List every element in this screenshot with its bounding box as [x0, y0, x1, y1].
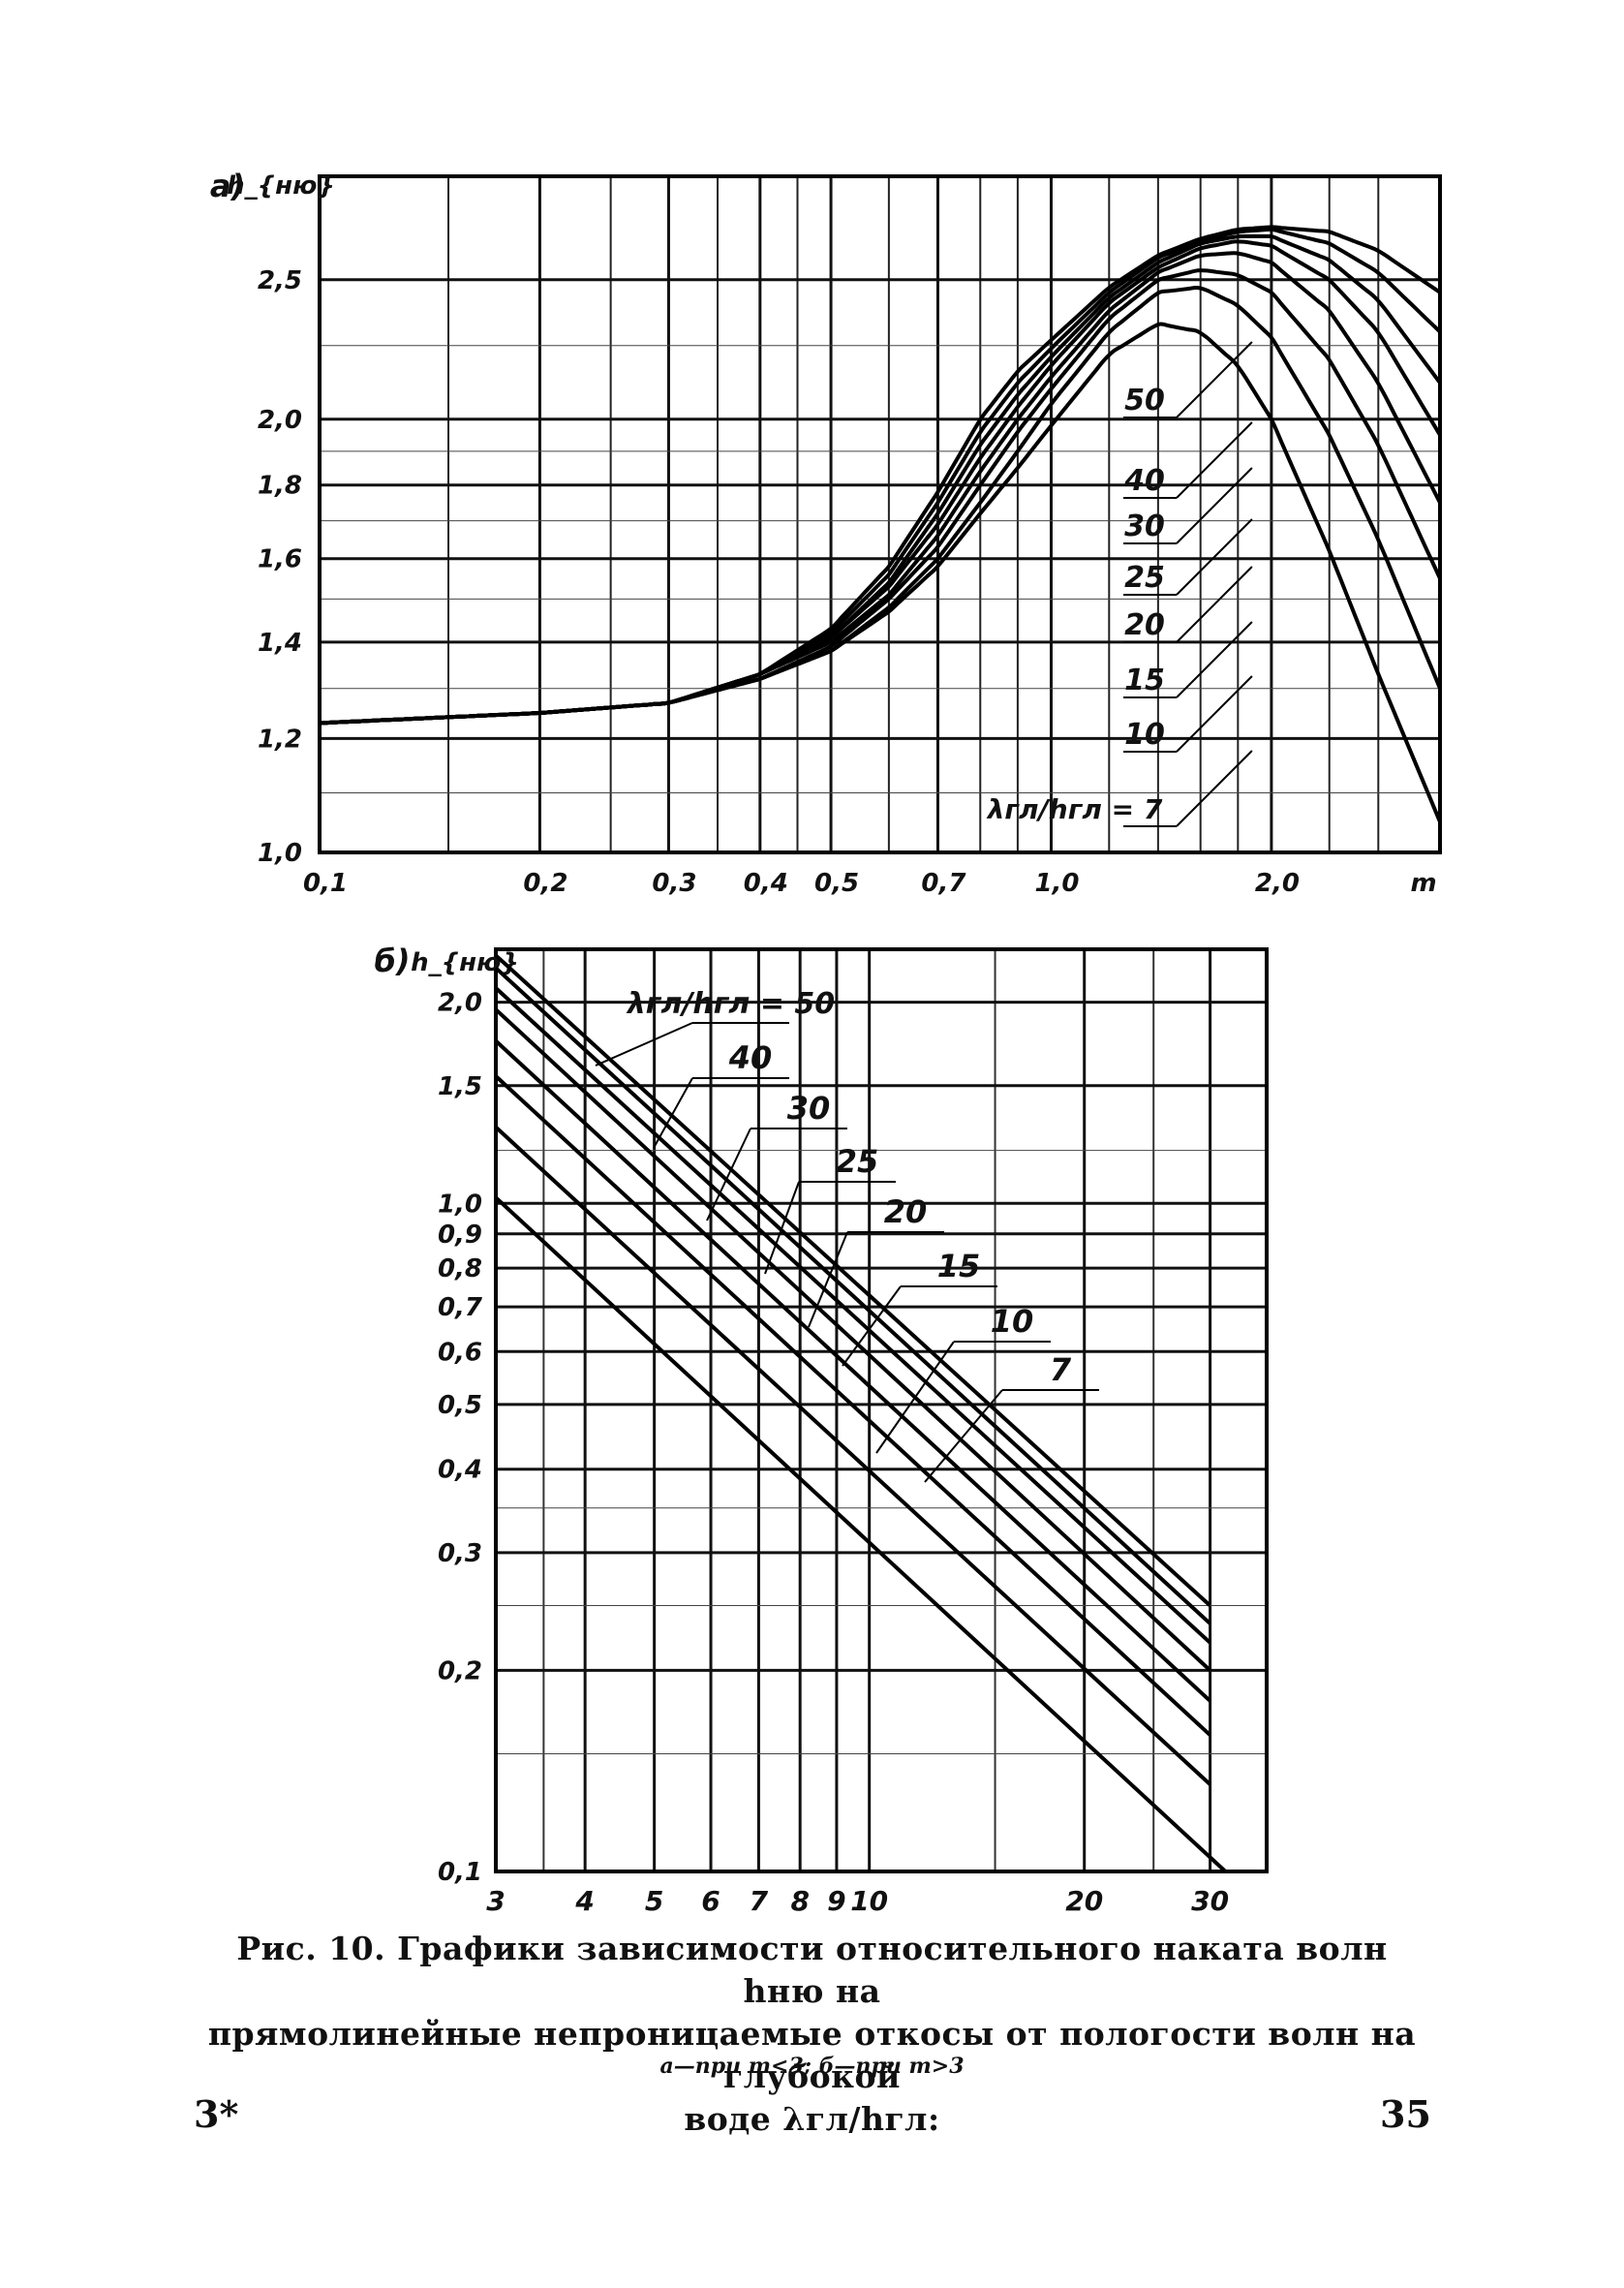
series-line-15: [494, 1074, 1211, 1737]
label-leader: [1176, 341, 1253, 418]
x-tick-label: 0,5: [814, 869, 859, 898]
series-line-40: [494, 966, 1211, 1625]
x-tick-label: 7: [750, 1885, 769, 1917]
label-leader: [706, 1128, 751, 1221]
x-tick-label: 0,7: [921, 869, 966, 898]
series-line-7: [494, 1195, 1211, 1859]
y-tick-label: 0,9: [438, 1221, 482, 1250]
x-tick-label: 9: [827, 1885, 845, 1917]
series-label-20: 20: [1124, 608, 1165, 642]
label-leader: [1176, 467, 1253, 544]
series-line-30: [494, 986, 1211, 1645]
y-tick-label: 1,5: [438, 1072, 482, 1101]
y-tick-label: 0,7: [438, 1293, 483, 1322]
label-leader: [1176, 421, 1253, 499]
series-label-50: λгл/hгл = 50: [626, 987, 835, 1021]
panel-label: б): [375, 943, 411, 979]
x-tick-label: 0,4: [744, 869, 788, 898]
series-label-10: 10: [1124, 718, 1165, 752]
series-label-30: 30: [787, 1090, 831, 1127]
y-tick-label: 2,5: [258, 266, 302, 295]
y-tick-label: 0,1: [438, 1858, 482, 1887]
plot-frame: [494, 947, 1269, 1873]
x-axis-label: m: [1410, 869, 1436, 898]
series-line-20: [494, 1039, 1211, 1703]
x-tick-label: 4: [574, 1885, 594, 1917]
caption-line-3: воде λгл/hгл:: [684, 2100, 940, 2138]
series-label-7: 7: [1050, 1351, 1072, 1388]
x-tick-label: 0,2: [523, 869, 567, 898]
series-label-40: 40: [1123, 464, 1165, 498]
x-tick-label: 30: [1191, 1885, 1229, 1917]
y-axis-label: h_{ню}: [227, 171, 335, 201]
series-label-50: 50: [1124, 384, 1165, 417]
figure-caption: Рис. 10. Графики зависимости относительн…: [194, 1928, 1430, 2141]
y-tick-label: 1,0: [258, 839, 302, 868]
x-tick-label: 3: [486, 1885, 505, 1917]
label-leader: [875, 1341, 955, 1454]
caption-line-2: прямолинейные непроницаемые откосы от по…: [207, 2015, 1417, 2095]
series-label-20: 20: [884, 1193, 928, 1230]
chart-b: 3 4 5 6 7 8 9 10 20 300,10,20,30,40,50,60,70,80,9…: [375, 943, 1269, 1917]
x-tick-label: 5: [645, 1885, 663, 1917]
series-label-15: 15: [937, 1248, 981, 1284]
x-tick-label: 6: [701, 1885, 720, 1917]
y-tick-label: 0,3: [438, 1539, 482, 1568]
label-leader: [653, 1077, 693, 1149]
y-tick-label: 2,0: [258, 406, 302, 435]
y-tick-label: 0,8: [438, 1254, 482, 1283]
x-tick-label: 10: [850, 1885, 888, 1917]
series-label-30: 30: [1124, 510, 1165, 543]
series-label-40: 40: [728, 1039, 773, 1076]
signature-mark: 3*: [194, 2092, 239, 2136]
series-label-25: 25: [1124, 561, 1165, 595]
series-line-50: [494, 953, 1211, 1608]
label-leader: [924, 1389, 1003, 1483]
series-label-7: λгл/hгл = 7: [986, 793, 1163, 825]
series-label-15: 15: [1124, 664, 1165, 697]
panel-label: а): [210, 168, 245, 204]
caption-subline: а—при m<3; б—при m>3: [659, 2054, 965, 2079]
series-label-10: 10: [991, 1303, 1034, 1340]
page-number: 35: [1380, 2092, 1431, 2136]
label-leader: [1176, 621, 1253, 698]
x-tick-label: 1,0: [1034, 869, 1079, 898]
y-tick-label: 1,0: [438, 1190, 482, 1219]
label-leader: [1176, 566, 1253, 643]
series-curve-50: [319, 225, 1442, 726]
x-tick-label: 2,0: [1255, 869, 1300, 898]
y-tick-label: 0,5: [438, 1391, 482, 1420]
label-leader: [1176, 750, 1253, 827]
y-tick-label: 2,0: [438, 989, 482, 1018]
y-tick-label: 0,2: [438, 1656, 482, 1685]
x-tick-label: 8: [790, 1885, 809, 1917]
y-tick-label: 0,4: [438, 1456, 482, 1485]
label-leader: [764, 1181, 800, 1275]
series-label-25: 25: [836, 1143, 879, 1180]
y-tick-label: 1,8: [258, 472, 302, 501]
chart-a: 0,1 0,2 0,3 0,4 0,5 0,7 1,0 2,0 1,0 1,2 1,4 1,6 1,8 2…: [210, 168, 1442, 898]
series-line-7-extension: [1209, 1855, 1227, 1873]
caption-line-1: Рис. 10. Графики зависимости относительн…: [236, 1930, 1388, 2010]
x-tick-label: 20: [1065, 1885, 1103, 1917]
label-leader: [1176, 675, 1253, 753]
y-tick-label: 1,4: [258, 629, 302, 658]
label-leader: [1176, 518, 1253, 596]
label-leader: [595, 1022, 693, 1067]
series-line-10: [494, 1126, 1211, 1786]
y-tick-label: 1,6: [258, 545, 302, 574]
label-leader: [808, 1231, 848, 1328]
x-tick-label: 0,1: [303, 869, 348, 898]
plot-frame: [318, 174, 1442, 854]
y-tick-label: 0,6: [438, 1338, 482, 1367]
label-leader: [842, 1285, 902, 1367]
y-tick-label: 1,2: [258, 725, 302, 754]
series-line-25: [494, 1007, 1211, 1672]
x-tick-label: 0,3: [652, 869, 696, 898]
